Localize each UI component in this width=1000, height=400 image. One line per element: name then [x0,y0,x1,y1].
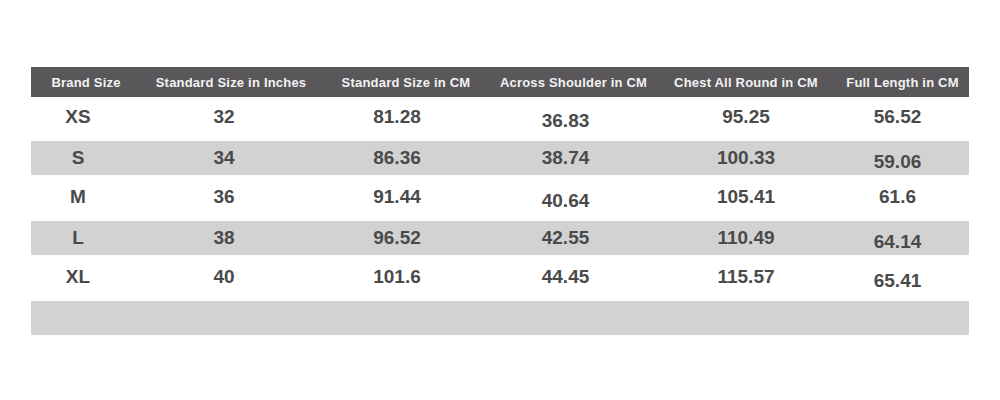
table-cell: 101.6 [321,257,491,297]
header-cell: Chest All Round in CM [656,67,836,97]
table-row: M 36 91.44 40.64 105.41 61.6 [31,177,969,217]
table-row: XL 40 101.6 44.45 115.57 65.41 [31,257,969,297]
table-row: L 38 96.52 42.55 110.49 64.14 [31,217,969,257]
cell-value: 36 [213,186,234,208]
cell-value: 95.25 [722,106,770,128]
table-row [31,297,969,337]
row-label-cell: M [31,177,141,217]
cell-value: 81.28 [373,106,421,128]
table-cell [141,301,321,335]
table-cell: 34 [141,141,321,175]
cell-value: 44.45 [542,266,590,288]
header-cell-label: Across Shoulder in CM [500,75,647,90]
cell-value: 40 [213,266,234,288]
table-cell: 95.25 [656,97,836,137]
cell-value: 96.52 [373,227,421,249]
table-cell: 32 [141,97,321,137]
table-cell: 91.44 [321,177,491,217]
cell-value: 59.06 [874,151,922,173]
cell-value: 110.49 [717,227,774,249]
cell-value: 105.41 [717,186,775,208]
table-cell: 36.83 [491,97,656,137]
cell-value: 86.36 [373,147,421,169]
table-cell: 100.33 [656,141,836,175]
row-label-cell: S [31,141,141,175]
table-cell [321,301,491,335]
table-cell: 64.14 [836,221,969,255]
table-cell: 36 [141,177,321,217]
table-row: XS 32 81.28 36.83 95.25 56.52 [31,97,969,137]
header-cell-label: Standard Size in CM [342,75,471,90]
cell-value: 91.44 [373,186,421,208]
cell-value: 34 [213,147,234,169]
table-cell [491,301,656,335]
table-cell: 81.28 [321,97,491,137]
cell-value: 115.57 [717,266,774,288]
table-cell: 40.64 [491,177,656,217]
row-label-cell: L [31,221,141,255]
table-cell: 115.57 [656,257,836,297]
page-canvas: Brand Size Standard Size in Inches Standar… [0,0,1000,400]
table-cell: 38 [141,221,321,255]
table-cell: 42.55 [491,221,656,255]
header-cell: Brand Size [31,67,141,97]
cell-value: 40.64 [542,190,590,212]
cell-value: 65.41 [874,270,922,292]
size-chart-table: Brand Size Standard Size in Inches Standar… [31,67,969,337]
row-label: S [72,147,85,169]
table-cell: 38.74 [491,141,656,175]
cell-value: 36.83 [542,110,590,132]
header-cell: Across Shoulder in CM [491,67,656,97]
table-cell: 96.52 [321,221,491,255]
cell-value: 64.14 [874,231,922,253]
cell-value: 56.52 [874,106,922,128]
row-label: M [70,186,86,208]
header-cell-label: Brand Size [51,75,120,90]
row-label: XL [66,266,90,288]
row-label: L [72,227,84,249]
cell-value: 32 [213,106,234,128]
table-cell: 40 [141,257,321,297]
row-label-cell: XL [31,257,141,297]
header-cell: Standard Size in Inches [141,67,321,97]
cell-value: 38.74 [542,147,590,169]
table-cell: 110.49 [656,221,836,255]
table-cell: 59.06 [836,141,969,175]
row-label-cell [31,301,141,335]
header-cell: Standard Size in CM [321,67,491,97]
table-row: S 34 86.36 38.74 100.33 59.06 [31,137,969,177]
table-cell: 65.41 [836,257,969,297]
header-cell-label: Standard Size in Inches [156,75,307,90]
cell-value: 61.6 [879,186,916,208]
table-cell: 44.45 [491,257,656,297]
table-cell: 61.6 [836,177,969,217]
row-label-cell: XS [31,97,141,137]
header-cell-label: Full Length in CM [846,75,958,90]
row-label: XS [65,106,90,128]
cell-value: 101.6 [373,266,421,288]
table-cell: 56.52 [836,97,969,137]
table-cell: 105.41 [656,177,836,217]
cell-value: 38 [213,227,234,249]
table-cell [836,301,969,335]
header-cell-label: Chest All Round in CM [674,75,818,90]
header-cell: Full Length in CM [836,67,969,97]
cell-value: 42.55 [542,227,590,249]
table-cell [656,301,836,335]
table-header-row: Brand Size Standard Size in Inches Standar… [31,67,969,97]
table-cell: 86.36 [321,141,491,175]
cell-value: 100.33 [717,147,775,169]
